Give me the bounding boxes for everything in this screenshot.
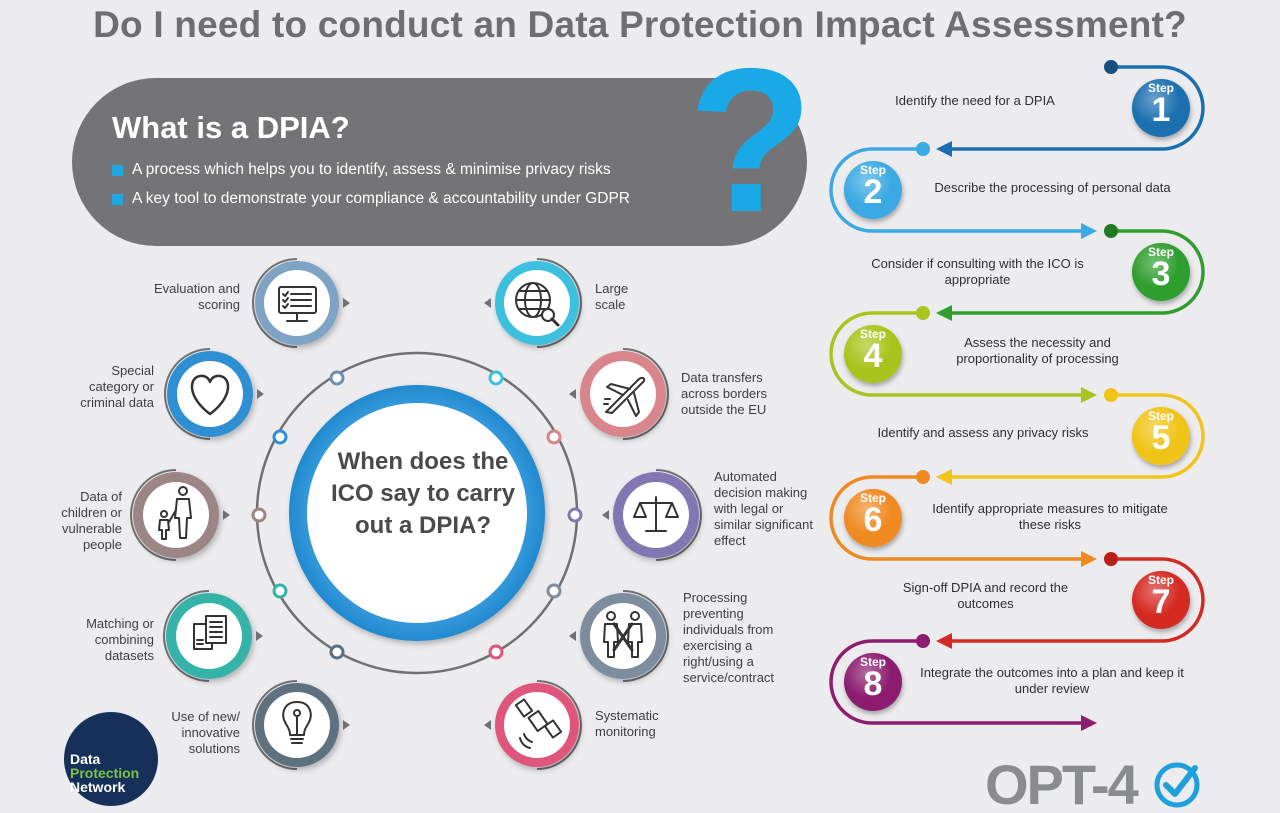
family-icon bbox=[158, 486, 192, 540]
step-badge-3: Step 3 bbox=[1132, 245, 1190, 293]
criteria-label: Matching or combining datasets bbox=[86, 616, 154, 663]
step-arrowheads bbox=[936, 141, 1097, 731]
step-2-text: Describe the processing of personal data bbox=[934, 180, 1171, 195]
criteria-label: Special category or criminal data bbox=[80, 363, 154, 410]
question-mark-icon: ? bbox=[688, 26, 814, 255]
step-6-text: Identify appropriate measures to mitigat… bbox=[932, 501, 1168, 532]
criteria-label: Evaluation and scoring bbox=[153, 281, 240, 312]
step-word: Step bbox=[859, 655, 886, 669]
dpia-bullet-text: A process which helps you to identify, a… bbox=[132, 161, 611, 178]
satellite-icon bbox=[514, 698, 563, 749]
step-number: 8 bbox=[863, 665, 883, 703]
globe-icon bbox=[515, 282, 560, 327]
criteria-label: Large scale bbox=[595, 281, 629, 312]
dpia-bullet-text: A key tool to demonstrate your complianc… bbox=[132, 190, 630, 207]
opt4-logo-text: OPT-4 bbox=[985, 753, 1139, 813]
step-word: Step bbox=[1147, 573, 1174, 587]
documents-icon bbox=[193, 615, 227, 650]
step-5-path bbox=[946, 393, 1205, 479]
step-4-text: Assess the necessity and proportionality… bbox=[956, 335, 1119, 366]
dpia-heading: What is a DPIA? bbox=[112, 110, 350, 145]
opt4-check-icon bbox=[1154, 762, 1200, 808]
dpn-word: Network bbox=[70, 779, 126, 795]
criteria-label: Automated decision making with legal or … bbox=[714, 469, 813, 548]
step-number: 7 bbox=[1151, 583, 1171, 621]
dpn-logo-text: Data Protection Network bbox=[70, 752, 139, 794]
page-title: Do I need to conduct an Data Protection … bbox=[93, 4, 1187, 45]
bullet-square-icon bbox=[112, 164, 123, 176]
step-word: Step bbox=[859, 491, 886, 505]
step-badge-5: Step 5 bbox=[1132, 409, 1190, 457]
monitor-checklist-icon bbox=[278, 286, 317, 322]
step-badge-4: Step 4 bbox=[844, 327, 902, 375]
step-badge-1: Step 1 bbox=[1132, 81, 1190, 129]
criteria-label: Systematic monitoring bbox=[595, 708, 659, 739]
step-7-path bbox=[946, 557, 1205, 643]
step-2-path bbox=[829, 147, 1087, 233]
scales-icon bbox=[633, 496, 679, 532]
criteria-label: Processing preventing individuals from e… bbox=[683, 590, 775, 685]
step-number: 5 bbox=[1151, 419, 1171, 457]
step-4-path bbox=[829, 311, 1087, 397]
step-8-text: Integrate the outcomes into a plan and k… bbox=[920, 665, 1184, 696]
what-is-dpia-panel bbox=[72, 78, 807, 246]
step-8-path bbox=[829, 639, 1087, 725]
step-6-path bbox=[829, 475, 1087, 561]
step-word: Step bbox=[859, 163, 886, 177]
heart-icon bbox=[190, 374, 230, 416]
step-number: 3 bbox=[1151, 255, 1171, 293]
dpn-word: Data bbox=[70, 751, 101, 767]
step-badge-6: Step 6 bbox=[844, 491, 902, 539]
bullet-square-icon bbox=[112, 193, 123, 205]
center-question: When does the ICO say to carry out a DPI… bbox=[330, 448, 516, 539]
dpia-bullet: A key tool to demonstrate your complianc… bbox=[112, 190, 630, 208]
step-word: Step bbox=[859, 327, 886, 341]
icon-special bbox=[164, 348, 253, 440]
dpn-word: Protection bbox=[70, 765, 140, 781]
blocked-people-icon bbox=[603, 611, 643, 658]
criteria-label: Data of children or vulnerable people bbox=[61, 489, 122, 552]
step-1-text: Identify the need for a DPIA bbox=[895, 93, 1055, 108]
step-number: 4 bbox=[863, 337, 883, 375]
step-word: Step bbox=[1147, 81, 1174, 95]
lightbulb-icon bbox=[282, 701, 312, 744]
step-3-text: Consider if consulting with the ICO is a… bbox=[871, 256, 1084, 287]
center-disc bbox=[307, 403, 527, 623]
dpia-bullet: A process which helps you to identify, a… bbox=[112, 161, 611, 179]
pointer-arrows bbox=[223, 298, 609, 730]
step-badge-2: Step 2 bbox=[844, 163, 902, 211]
step-dots bbox=[916, 60, 1118, 648]
step-3-path bbox=[946, 229, 1205, 315]
step-5-text: Identify and assess any privacy risks bbox=[877, 425, 1089, 440]
step-number: 6 bbox=[863, 501, 883, 539]
airplane-icon bbox=[603, 376, 646, 417]
step-7-text: Sign-off DPIA and record the outcomes bbox=[902, 580, 1069, 611]
step-number: 1 bbox=[1151, 91, 1171, 129]
ring-dots bbox=[251, 370, 583, 660]
step-number: 2 bbox=[863, 173, 883, 211]
step-word: Step bbox=[1147, 409, 1174, 423]
criteria-label: Data transfers across borders outside th… bbox=[681, 370, 767, 417]
step-badge-7: Step 7 bbox=[1132, 573, 1190, 621]
data-protection-network-logo bbox=[64, 712, 158, 806]
step-1-path bbox=[946, 65, 1205, 151]
criteria-label: Use of new/ innovative solutions bbox=[171, 709, 240, 756]
step-badge-8: Step 8 bbox=[844, 655, 902, 703]
step-badges bbox=[844, 79, 1190, 711]
step-word: Step bbox=[1147, 245, 1174, 259]
